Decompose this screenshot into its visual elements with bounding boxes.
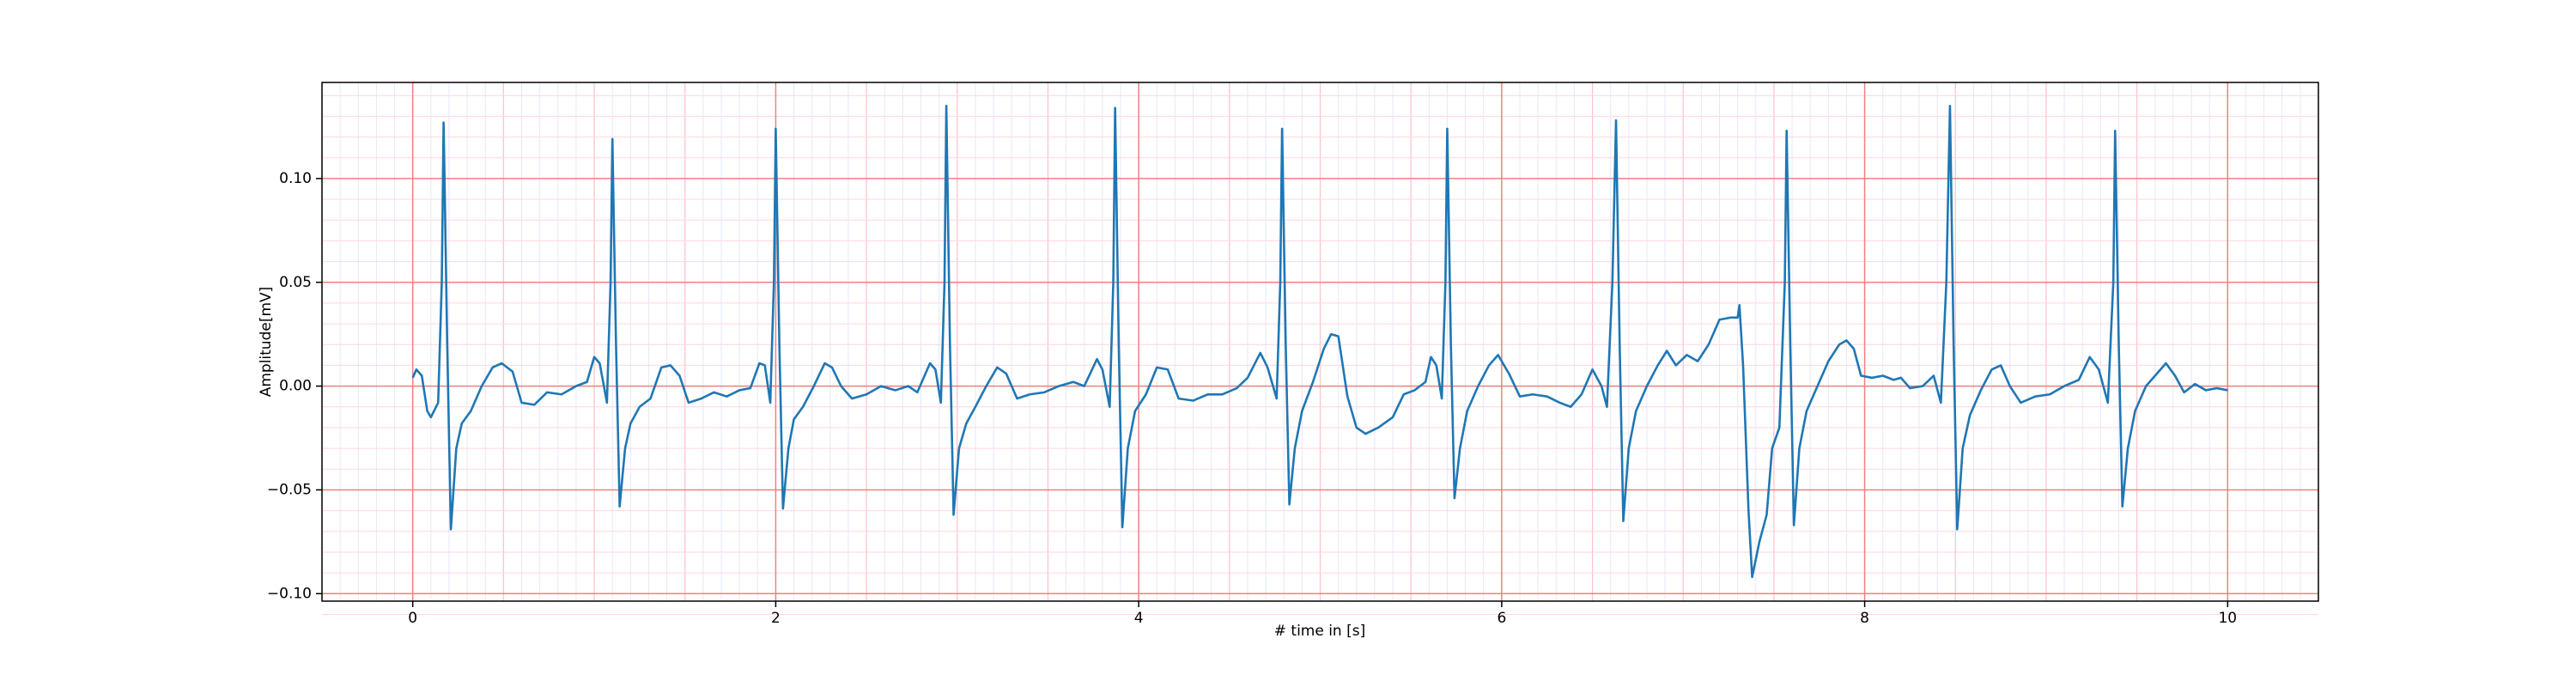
y-tick-label: 0.05 — [279, 274, 312, 291]
x-axis-label: # time in [s] — [1274, 623, 1365, 640]
y-tick-label: 0.10 — [279, 170, 312, 187]
y-tick-label: −0.10 — [267, 585, 312, 602]
ecg-line — [411, 105, 2228, 579]
grid — [321, 82, 2319, 615]
y-tick-label: −0.05 — [267, 481, 312, 498]
x-tick-label: 2 — [771, 610, 781, 627]
x-tick-label: 8 — [1860, 610, 1869, 627]
y-axis-label: Amplitude[mV] — [258, 287, 275, 398]
x-tick-label: 4 — [1134, 610, 1144, 627]
y-tick-label: 0.00 — [279, 378, 312, 395]
plot-area — [411, 105, 2228, 579]
plot-frame — [321, 82, 2319, 602]
x-tick-label: 10 — [2218, 610, 2237, 627]
x-tick-label: 0 — [408, 610, 417, 627]
x-tick-label: 6 — [1497, 610, 1506, 627]
ticks: 0 2 4 6 8 10 −0.10 −0.05 0.00 0.05 0.10 — [267, 170, 2237, 627]
